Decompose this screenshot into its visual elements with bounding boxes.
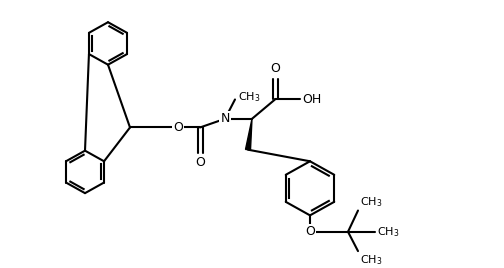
Text: CH$_3$: CH$_3$ bbox=[360, 253, 383, 267]
Text: N: N bbox=[220, 112, 230, 125]
Text: OH: OH bbox=[302, 93, 321, 106]
Text: CH$_3$: CH$_3$ bbox=[238, 91, 261, 105]
Text: O: O bbox=[195, 157, 205, 169]
Text: O: O bbox=[305, 225, 315, 238]
Text: CH$_3$: CH$_3$ bbox=[360, 195, 383, 209]
Text: O: O bbox=[173, 121, 183, 134]
Text: O: O bbox=[270, 62, 280, 75]
Text: CH$_3$: CH$_3$ bbox=[377, 225, 400, 239]
Polygon shape bbox=[245, 119, 252, 150]
